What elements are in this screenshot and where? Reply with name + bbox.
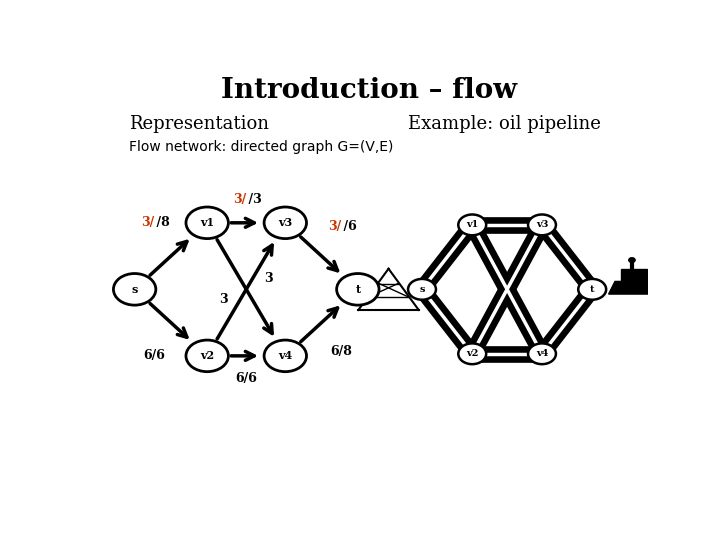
Text: s: s (419, 285, 425, 294)
Circle shape (408, 279, 436, 300)
Text: v2: v2 (466, 349, 478, 358)
Circle shape (264, 207, 307, 239)
Text: 3/: 3/ (141, 217, 154, 230)
Circle shape (186, 340, 228, 372)
Circle shape (528, 214, 556, 235)
Circle shape (578, 279, 606, 300)
Text: Representation: Representation (129, 114, 269, 133)
FancyBboxPatch shape (621, 269, 647, 281)
Text: 3/: 3/ (328, 220, 341, 233)
Text: v4: v4 (278, 350, 292, 361)
Text: t: t (355, 284, 361, 295)
Text: v2: v2 (200, 350, 215, 361)
Text: v3: v3 (536, 220, 548, 230)
Text: v1: v1 (466, 220, 478, 230)
Text: Example: oil pipeline: Example: oil pipeline (408, 114, 601, 133)
Text: /6: /6 (341, 220, 357, 233)
Polygon shape (608, 281, 660, 294)
Text: t: t (590, 285, 595, 294)
Circle shape (337, 274, 379, 305)
Text: 6/6: 6/6 (143, 349, 165, 362)
Text: Flow network: directed graph G=(V,E): Flow network: directed graph G=(V,E) (129, 140, 393, 154)
Text: /8: /8 (154, 217, 170, 230)
Circle shape (459, 214, 486, 235)
Circle shape (459, 343, 486, 364)
Text: 3/: 3/ (233, 193, 246, 206)
Circle shape (186, 207, 228, 239)
Text: v3: v3 (278, 217, 292, 228)
Text: 3: 3 (264, 273, 273, 286)
Circle shape (528, 343, 556, 364)
Text: 6/8: 6/8 (330, 345, 352, 358)
Circle shape (629, 258, 635, 262)
Circle shape (264, 340, 307, 372)
Text: v4: v4 (536, 349, 548, 358)
Text: Introduction – flow: Introduction – flow (221, 77, 517, 104)
Text: v1: v1 (200, 217, 215, 228)
Text: /3: /3 (246, 193, 262, 206)
Text: s: s (132, 284, 138, 295)
Circle shape (114, 274, 156, 305)
Text: 3: 3 (220, 293, 228, 306)
Text: 6/6: 6/6 (235, 372, 257, 385)
